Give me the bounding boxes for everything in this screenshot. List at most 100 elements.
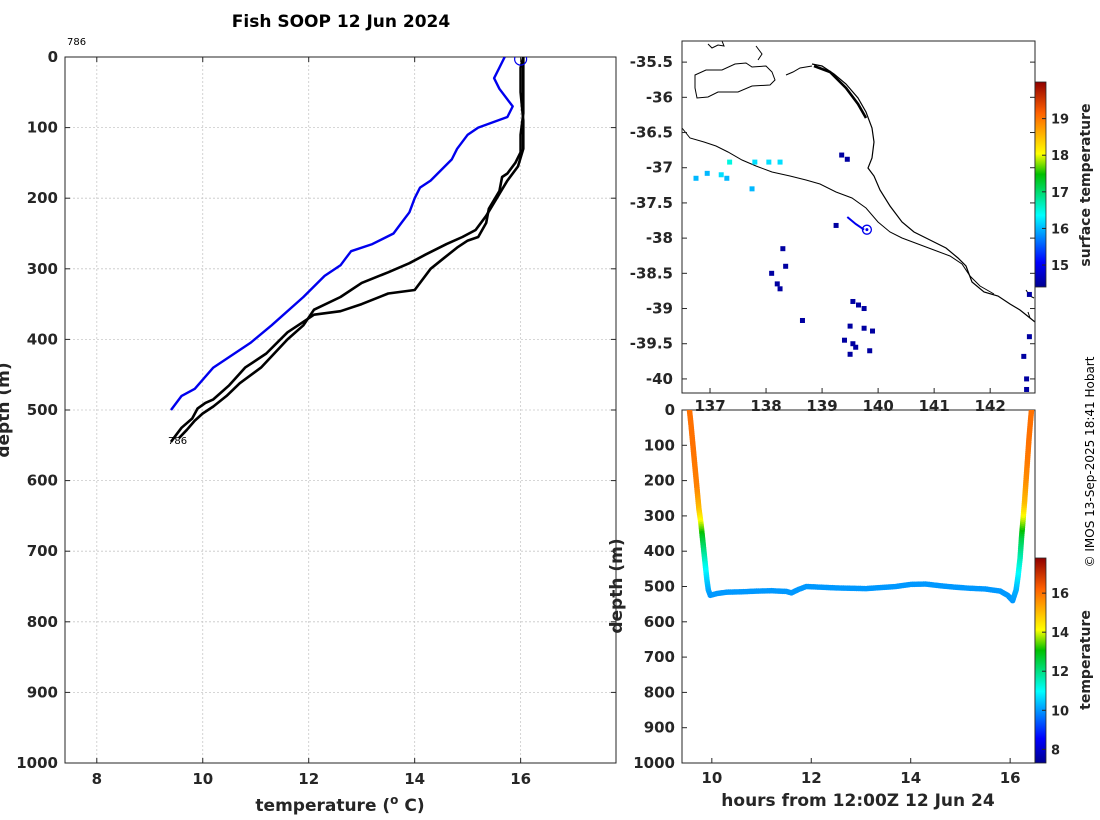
depth-time-y-tick-label: 400: [644, 542, 675, 560]
profile-y-tick-label: 300: [27, 260, 58, 278]
sst-cell: [850, 298, 856, 304]
depth-time-x-tick-label: 16: [1000, 769, 1021, 787]
sst-cell: [749, 186, 755, 192]
sst-colorbar-tick-label: 18: [1051, 149, 1069, 164]
temperature-colorbar-tick-label: 12: [1051, 665, 1069, 680]
sst-colorbar-tick-label: 17: [1051, 186, 1069, 201]
depth-time-y-tick-label: 100: [644, 436, 675, 454]
depth-time-y-tick-label: 300: [644, 507, 675, 525]
sst-cell: [861, 325, 867, 331]
sst-cell: [693, 175, 699, 181]
temperature-colorbar: [1034, 557, 1047, 764]
profile-x-tick-label: 14: [404, 770, 425, 788]
profile-y-tick-label: 0: [48, 48, 58, 66]
profile-y-axis-label: depth (m): [0, 362, 14, 457]
map-x-tick-label: 141: [918, 397, 949, 415]
depth-time-x-tick-label: 14: [900, 769, 921, 787]
map-y-tick-label: -38: [646, 229, 673, 247]
map-x-tick-label: 140: [862, 397, 893, 415]
map-y-tick-label: -36.5: [630, 124, 673, 142]
sst-colorbar-tick-label: 19: [1051, 113, 1069, 128]
sst-cell: [847, 323, 853, 329]
temperature-colorbar-tick-label: 10: [1051, 704, 1069, 719]
ship-position-dot: [865, 228, 869, 232]
depth-time-y-tick-label: 1000: [633, 754, 675, 772]
profile-y-tick-label: 1000: [16, 754, 58, 772]
map-y-tick-label: -38.5: [630, 264, 673, 282]
sst-cell: [1026, 291, 1032, 297]
chart-title: Fish SOOP 12 Jun 2024: [232, 12, 451, 32]
map-y-tick-label: -35.5: [630, 53, 673, 71]
profile-y-tick-label: 600: [27, 472, 58, 490]
sst-cell: [752, 159, 758, 165]
sst-cell: [718, 172, 724, 178]
sst-cell: [841, 337, 847, 343]
sst-cell: [1026, 334, 1032, 340]
sst-cell: [724, 175, 730, 181]
profile-annotation-top: 786: [67, 37, 86, 48]
depth-time-x-tick-label: 10: [701, 769, 722, 787]
sst-cell: [704, 170, 710, 176]
profile-annotation-bottom: 786: [168, 436, 187, 447]
depth-time-y-axis-label: depth (m): [607, 538, 627, 633]
profile-y-tick-label: 700: [27, 542, 58, 560]
profile-x-axis-label: temperature (o C): [255, 793, 424, 816]
temperature-profile-panel: 8 10 12 14 16 0 100 200 300 400 500 600 700 800 900 100…: [0, 37, 617, 816]
map-axes-frame: [681, 40, 1036, 394]
profile-x-tick-label: 10: [192, 770, 213, 788]
surface-temperature-map-panel: 137 138 139 140 141 142 -35.5 -36 -36.5 -37 -37.5 -…: [630, 40, 1094, 415]
map-coastline: [682, 41, 1035, 323]
profile-x-tick-label: 8: [92, 770, 102, 788]
profile-y-tick-label: 800: [27, 613, 58, 631]
profile-start-marker: [514, 57, 528, 66]
map-y-tick-label: -37.5: [630, 194, 673, 212]
sst-cell: [853, 344, 859, 350]
sst-cell: [847, 351, 853, 357]
profile-y-tick-label: 500: [27, 401, 58, 419]
depth-time-y-tick-label: 600: [644, 613, 675, 631]
depth-time-y-tick-label: 0: [665, 401, 675, 419]
temperature-colorbar-label: temperature: [1078, 610, 1094, 710]
depth-time-point: [1028, 410, 1035, 413]
sst-cell: [833, 222, 839, 228]
depth-time-y-tick-label: 800: [644, 683, 675, 701]
profile-y-tick-label: 400: [27, 330, 58, 348]
profile-x-tick-label: 12: [298, 770, 319, 788]
sst-cell: [867, 348, 873, 354]
depth-time-x-axis-label: hours from 12:00Z 12 Jun 24: [721, 791, 995, 811]
sst-cell: [861, 306, 867, 312]
sst-cell: [783, 263, 789, 269]
sst-colorbar-tick-label: 15: [1051, 259, 1069, 274]
sst-cell: [856, 302, 861, 308]
depth-time-y-tick-label: 200: [644, 472, 675, 490]
temperature-colorbar-tick-label: 8: [1051, 743, 1060, 758]
map-y-tick-label: -40: [646, 370, 673, 388]
sst-cell: [777, 286, 783, 292]
sst-cell: [799, 317, 805, 323]
sst-cell: [844, 156, 850, 162]
ship-position-marker: [861, 224, 873, 235]
map-x-tick-label: 139: [806, 397, 837, 415]
sst-cell: [777, 159, 783, 165]
sst-cell: [1021, 353, 1027, 359]
sst-cell: [769, 270, 775, 276]
profile-series-line: [177, 57, 525, 440]
sst-cell: [850, 341, 856, 347]
ship-track: [846, 216, 865, 231]
sst-cell: [727, 159, 733, 165]
depth-time-y-tick-label: 500: [644, 578, 675, 596]
depth-time-y-tick-label: 900: [644, 719, 675, 737]
depth-time-y-tick-label: 700: [644, 648, 675, 666]
sst-cell: [774, 281, 780, 287]
sst-colorbar-label: surface temperature: [1078, 103, 1094, 266]
sst-cell: [766, 159, 772, 165]
map-x-tick-label: 142: [975, 397, 1006, 415]
sst-cell: [839, 152, 845, 158]
map-y-tick-label: -39.5: [630, 335, 673, 353]
depth-time-x-tick-label: 12: [801, 769, 822, 787]
map-y-tick-label: -39: [646, 300, 673, 318]
temperature-colorbar-tick-label: 16: [1051, 587, 1069, 602]
map-x-tick-label: 137: [694, 397, 725, 415]
depth-time-panel: 10 12 14 16 0 100 200 300 400 500 600 700 800 900 1000…: [607, 401, 1094, 811]
sst-colorbar-tick-label: 16: [1051, 222, 1069, 237]
